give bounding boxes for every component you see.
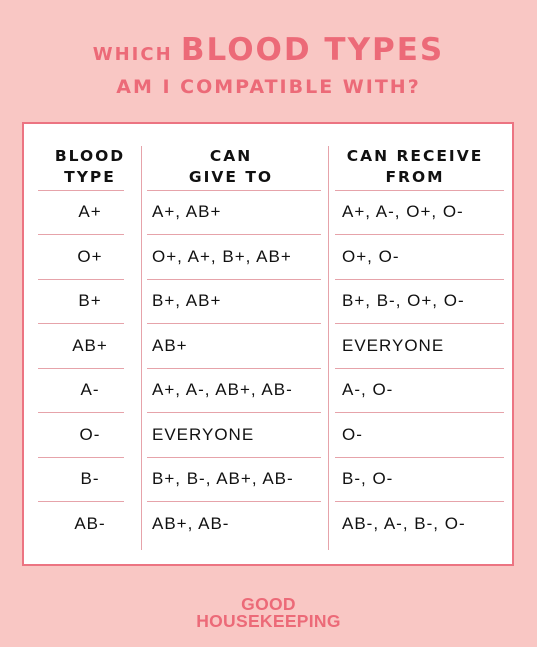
cell-blood-type: B+	[78, 291, 102, 310]
cell-can-give-to: A+, AB+	[152, 202, 222, 221]
cell-can-give-to: EVERYONE	[152, 424, 255, 444]
table-row: O+ O+, A+, B+, AB+ O+, O-	[24, 235, 512, 280]
column-divider	[328, 146, 329, 550]
cell-blood-type: AB-	[74, 513, 106, 533]
cell-can-receive-from: B+, B-, O+, O-	[342, 291, 465, 310]
row-divider	[38, 457, 124, 458]
row-divider	[335, 323, 504, 324]
row-divider	[335, 501, 504, 502]
row-divider	[38, 501, 124, 502]
title-emphasis: BLOOD TYPES	[180, 32, 445, 68]
row-divider	[335, 190, 504, 191]
cell-can-receive-from: A-, O-	[342, 380, 394, 399]
cell-blood-type: A-	[80, 380, 100, 399]
cell-blood-type: O-	[79, 424, 101, 444]
cell-can-give-to: O+, A+, B+, AB+	[152, 246, 292, 266]
cell-can-receive-from: AB-, A-, B-, O-	[342, 513, 466, 533]
row-divider	[147, 190, 321, 191]
row-divider	[147, 412, 321, 413]
row-divider	[147, 457, 321, 458]
row-divider	[147, 323, 321, 324]
cell-can-give-to: A+, A-, AB+, AB-	[152, 380, 293, 399]
row-divider	[335, 368, 504, 369]
cell-can-receive-from: EVERYONE	[342, 335, 445, 355]
cell-can-give-to: B+, B-, AB+, AB-	[152, 469, 294, 488]
table-row: B+ B+, AB+ B+, B-, O+, O-	[24, 279, 512, 324]
row-divider	[38, 234, 124, 235]
row-divider	[38, 412, 124, 413]
brand-logo-line-2: HOUSEKEEPING	[196, 611, 341, 631]
row-divider	[38, 323, 124, 324]
row-divider	[147, 368, 321, 369]
row-divider	[38, 279, 124, 280]
cell-blood-type: B-	[80, 469, 100, 488]
cell-blood-type: A+	[78, 202, 102, 221]
row-divider	[335, 234, 504, 235]
brand-logo-line-1: GOOD	[241, 594, 296, 614]
table-row: AB- AB+, AB- AB-, A-, B-, O-	[24, 502, 512, 547]
cell-can-receive-from: B-, O-	[342, 469, 394, 488]
cell-can-give-to: AB+	[152, 335, 188, 355]
cell-can-give-to: AB+, AB-	[152, 513, 230, 533]
table-row: B- B+, B-, AB+, AB- B-, O-	[24, 457, 512, 502]
cell-can-receive-from: O+, O-	[342, 246, 400, 266]
table-row: A- A+, A-, AB+, AB- A-, O-	[24, 368, 512, 413]
compatibility-table: BLOOD TYPE CAN GIVE TO CAN RECEIVE FROM …	[22, 122, 514, 566]
row-divider	[38, 368, 124, 369]
row-divider	[147, 501, 321, 502]
cell-can-give-to: B+, AB+	[152, 291, 222, 310]
title-line-1: WHICH BLOOD TYPES	[0, 32, 537, 73]
title-prefix: WHICH	[92, 44, 173, 65]
column-divider	[141, 146, 142, 550]
header-can-receive-from: CAN RECEIVE FROM	[346, 147, 484, 186]
header-blood-type: BLOOD TYPE	[54, 147, 126, 186]
row-divider	[335, 412, 504, 413]
cell-blood-type: AB+	[72, 335, 108, 355]
header-can-give-to: CAN GIVE TO	[188, 147, 274, 186]
row-divider	[335, 279, 504, 280]
table-row: AB+ AB+ EVERYONE	[24, 324, 512, 369]
cell-blood-type: O+	[77, 246, 103, 266]
table-row: O- EVERYONE O-	[24, 413, 512, 458]
table-body: A+ A+, AB+ A+, A-, O+, O- O+ O+, A+, B+,…	[24, 190, 512, 546]
row-divider	[147, 234, 321, 235]
row-divider	[38, 190, 124, 191]
cell-can-receive-from: A+, A-, O+, O-	[342, 202, 464, 221]
row-divider	[335, 457, 504, 458]
table-row: A+ A+, AB+ A+, A-, O+, O-	[24, 190, 512, 235]
row-divider	[147, 279, 321, 280]
title-line-2: AM I COMPATIBLE WITH?	[116, 76, 421, 98]
cell-can-receive-from: O-	[342, 424, 363, 444]
